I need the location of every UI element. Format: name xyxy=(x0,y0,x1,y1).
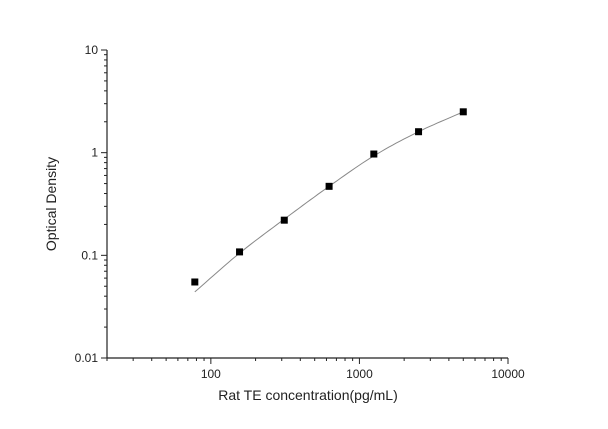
x-tick-label: 10000 xyxy=(491,367,525,381)
fit-curve xyxy=(194,111,464,293)
data-point xyxy=(280,216,288,224)
x-tick-label: 1000 xyxy=(346,367,373,381)
y-axis-title: Optical Density xyxy=(43,157,59,251)
y-tick-label: 0.1 xyxy=(81,248,98,262)
data-point xyxy=(236,248,244,256)
x-tick-label: 100 xyxy=(201,367,221,381)
y-tick-labels: 0.01 0.1 1 10 xyxy=(75,43,99,365)
data-point xyxy=(191,278,199,286)
y-tick-label: 10 xyxy=(85,43,99,57)
y-tick-label: 0.01 xyxy=(75,351,99,365)
x-tick-labels: 100 1000 10000 xyxy=(201,367,525,381)
x-axis-title: Rat TE concentration(pg/mL) xyxy=(218,387,398,403)
data-point xyxy=(325,182,333,190)
data-point xyxy=(415,128,423,136)
data-point xyxy=(370,150,378,158)
axes xyxy=(101,49,509,364)
y-tick-label: 1 xyxy=(91,146,98,160)
data-point xyxy=(459,108,467,116)
data-points xyxy=(191,108,467,286)
